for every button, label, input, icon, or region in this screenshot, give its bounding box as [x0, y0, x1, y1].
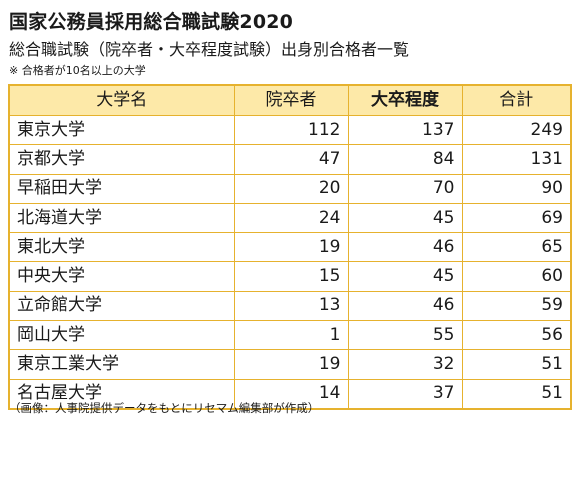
cell-university-name: 岡山大学 — [8, 320, 235, 351]
cell-total-count: 131 — [461, 144, 572, 175]
cell-graduate-count: 20 — [233, 173, 349, 204]
cell-total-count: 60 — [461, 261, 572, 292]
page-subtitle: 総合職試験（院卒者・大卒程度試験）出身別合格者一覧 — [9, 40, 410, 59]
cell-undergraduate-count: 55 — [347, 320, 463, 351]
table-row: 岡山大学 1 55 56 — [8, 320, 572, 351]
source-note: （画像：人事院提供データをもとにリセマム編集部が作成） — [9, 401, 320, 415]
table-row: 名古屋大学 14 37 51 — [8, 378, 572, 410]
cell-undergraduate-count: 46 — [347, 290, 463, 322]
cell-university-name: 京都大学 — [8, 144, 235, 175]
table-row: 東北大学 19 46 65 — [8, 232, 572, 263]
page-title: 国家公務員採用総合職試験2020 — [9, 11, 294, 33]
cell-undergraduate-count: 32 — [347, 349, 463, 380]
cell-graduate-count: 14 — [233, 378, 349, 410]
cell-graduate-count: 1 — [233, 320, 349, 351]
cell-university-name: 東京工業大学 — [8, 349, 235, 380]
cell-university-name: 東京大学 — [8, 114, 235, 146]
cell-total-count: 249 — [461, 114, 572, 146]
column-header-university: 大学名 — [8, 84, 235, 116]
table-note: ※ 合格者が10名以上の大学 — [9, 64, 146, 77]
cell-university-name: 名古屋大学 — [8, 378, 235, 410]
results-table: 大学名 院卒者 大卒程度 合計 東京大学 112 137 249 京都大学 47 84 131… — [8, 84, 572, 410]
table-row: 京都大学 47 84 131 — [8, 144, 572, 175]
cell-total-count: 51 — [461, 378, 572, 410]
cell-undergraduate-count: 45 — [347, 202, 463, 234]
cell-university-name: 東北大学 — [8, 232, 235, 263]
cell-university-name: 早稲田大学 — [8, 173, 235, 204]
cell-graduate-count: 19 — [233, 232, 349, 263]
column-header-graduate: 院卒者 — [233, 84, 349, 116]
column-header-total: 合計 — [461, 84, 572, 116]
cell-graduate-count: 19 — [233, 349, 349, 380]
cell-undergraduate-count: 70 — [347, 173, 463, 204]
cell-total-count: 69 — [461, 202, 572, 234]
cell-undergraduate-count: 84 — [347, 144, 463, 175]
table-row: 北海道大学 24 45 69 — [8, 202, 572, 234]
cell-university-name: 立命館大学 — [8, 290, 235, 322]
cell-total-count: 65 — [461, 232, 572, 263]
cell-total-count: 51 — [461, 349, 572, 380]
cell-undergraduate-count: 37 — [347, 378, 463, 410]
cell-total-count: 59 — [461, 290, 572, 322]
table-header-row: 大学名 院卒者 大卒程度 合計 — [8, 84, 572, 116]
column-header-undergraduate: 大卒程度 — [347, 84, 463, 116]
cell-graduate-count: 15 — [233, 261, 349, 292]
table-row: 立命館大学 13 46 59 — [8, 290, 572, 322]
cell-undergraduate-count: 137 — [347, 114, 463, 146]
cell-undergraduate-count: 46 — [347, 232, 463, 263]
cell-undergraduate-count: 45 — [347, 261, 463, 292]
cell-graduate-count: 13 — [233, 290, 349, 322]
table-row: 東京大学 112 137 249 — [8, 114, 572, 146]
table-row: 中央大学 15 45 60 — [8, 261, 572, 292]
cell-total-count: 90 — [461, 173, 572, 204]
cell-university-name: 北海道大学 — [8, 202, 235, 234]
cell-graduate-count: 112 — [233, 114, 349, 146]
table-row: 早稲田大学 20 70 90 — [8, 173, 572, 204]
table-row: 東京工業大学 19 32 51 — [8, 349, 572, 380]
cell-graduate-count: 47 — [233, 144, 349, 175]
cell-total-count: 56 — [461, 320, 572, 351]
cell-university-name: 中央大学 — [8, 261, 235, 292]
cell-graduate-count: 24 — [233, 202, 349, 234]
table-body: 東京大学 112 137 249 京都大学 47 84 131 早稲田大学 20 70 90 北海道大学… — [8, 114, 572, 410]
